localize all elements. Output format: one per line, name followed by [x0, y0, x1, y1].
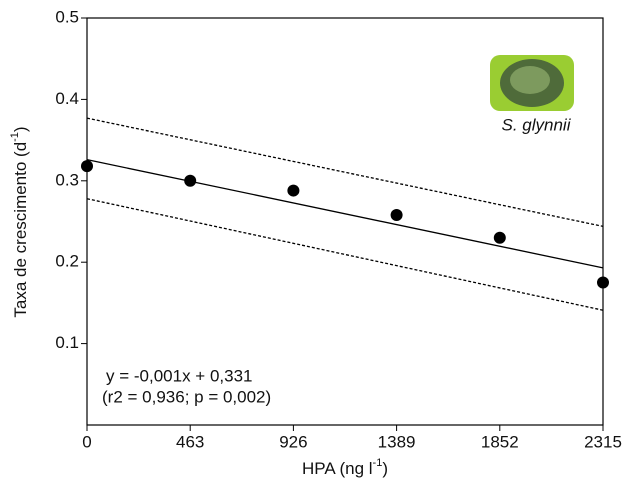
y-axis-label-sup: -1 — [9, 132, 21, 142]
point — [390, 208, 403, 221]
y-tick-label: 0.5 — [55, 7, 79, 26]
x-axis-label: HPA (ng l-1) — [302, 457, 388, 479]
point — [493, 231, 506, 244]
species-icon — [490, 55, 574, 111]
y-tick-label: 0.4 — [55, 89, 79, 108]
point — [287, 184, 300, 197]
y-tick-label: 0.2 — [55, 252, 79, 271]
y-tick-label: 0.1 — [55, 333, 79, 352]
confidence-line — [86, 198, 604, 311]
x-tick-label: 1389 — [378, 432, 416, 451]
y-axis-label-text: Taxa de crescimento (d — [11, 142, 30, 318]
confidence-line — [86, 117, 604, 228]
x-axis-label-text: ) — [382, 459, 388, 478]
x-tick-label: 0 — [82, 432, 91, 451]
x-axis-label-text: HPA (ng l — [302, 459, 373, 478]
annotation: y = -0,001x + 0,331 — [106, 366, 253, 385]
point — [184, 174, 197, 187]
y-axis-label-text: ) — [11, 126, 30, 132]
y-axis-label: Taxa de crescimento (d-1) — [9, 126, 31, 317]
species-label: S. glynnii — [502, 115, 572, 134]
x-tick-label: 463 — [176, 432, 204, 451]
point — [597, 276, 609, 289]
point — [81, 160, 93, 173]
y-tick-label: 0.3 — [55, 170, 79, 189]
plot-frame — [86, 17, 604, 426]
x-tick-label: 926 — [279, 432, 307, 451]
x-tick-label: 2315 — [584, 432, 622, 451]
x-axis-label-sup: -1 — [373, 457, 383, 469]
x-tick-label: 1852 — [481, 432, 519, 451]
annotation: (r2 = 0,936; p = 0,002) — [102, 387, 271, 406]
fit-line — [86, 158, 604, 269]
